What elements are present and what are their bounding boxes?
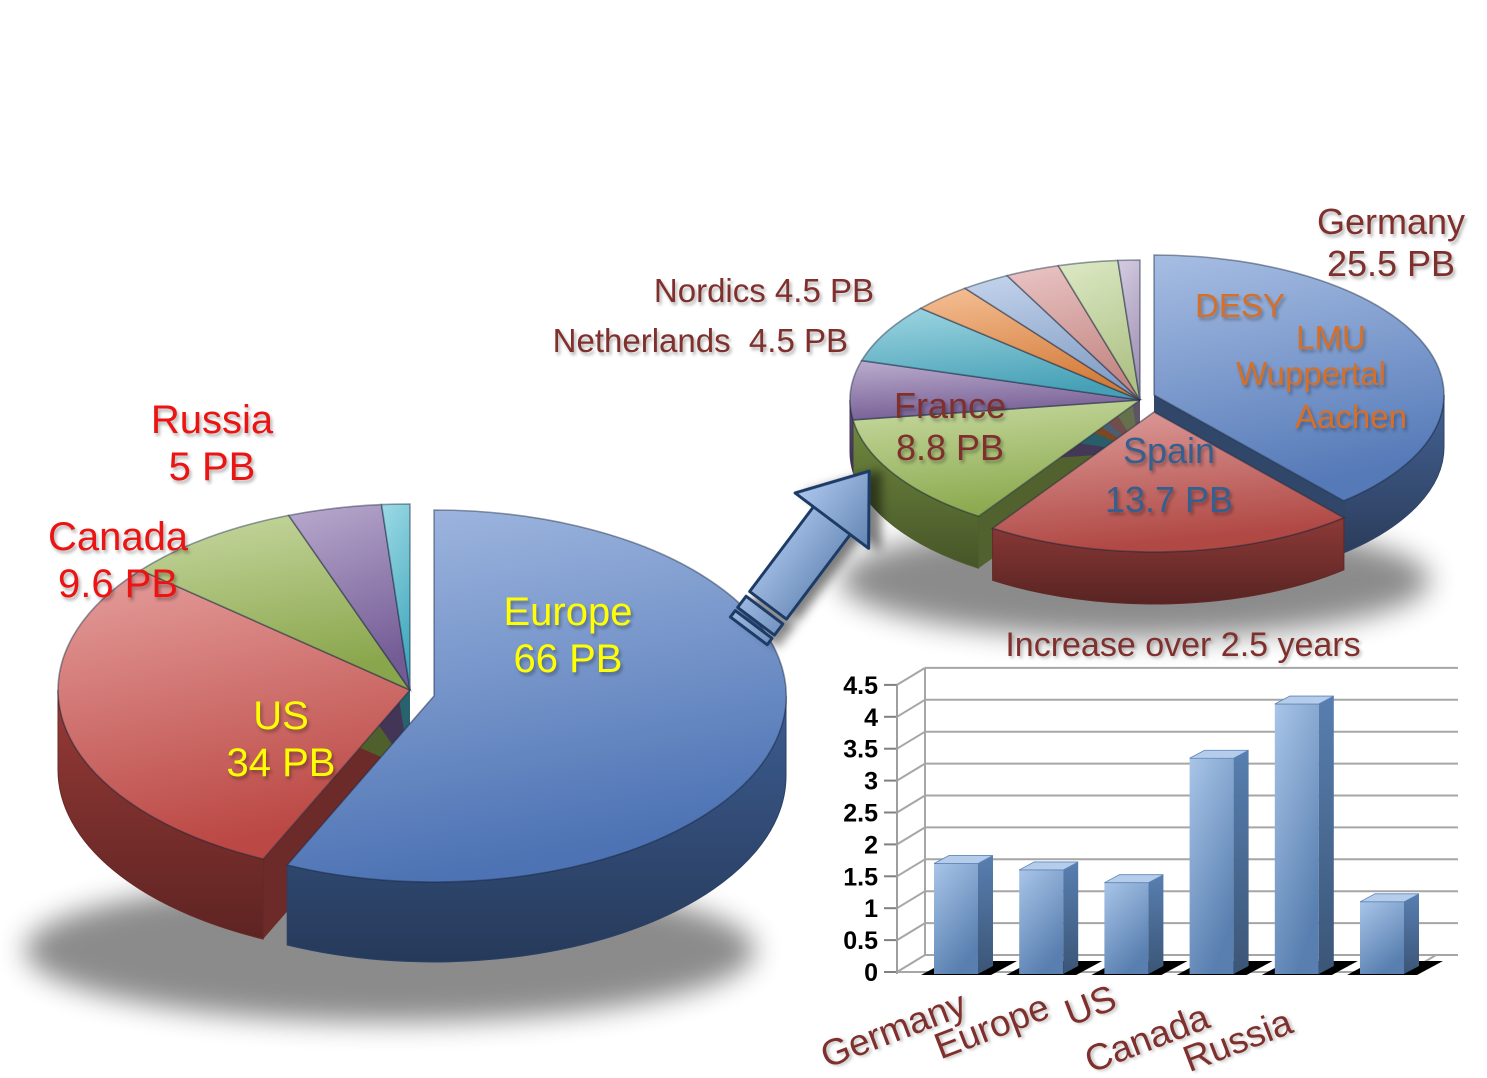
pie-slice-us bbox=[57, 569, 412, 860]
label-us-value: 34 PB bbox=[226, 741, 336, 786]
bar-side-canada bbox=[1233, 750, 1249, 974]
label-france: France 8.8 PB bbox=[800, 385, 1100, 470]
pie-chart-europe bbox=[840, 254, 1445, 638]
bar-front-germany bbox=[934, 863, 978, 974]
label-site-aachen: Aachen bbox=[1295, 398, 1407, 435]
pie-slice-netherlands bbox=[849, 359, 1141, 421]
y-tick-label: 2.5 bbox=[843, 800, 878, 828]
bar-top-russia bbox=[1274, 695, 1334, 705]
label-russia-value: 5 PB bbox=[168, 445, 256, 490]
bar-front-europe bbox=[1019, 869, 1064, 974]
pie-slice-canada bbox=[139, 514, 413, 692]
bar-top-us bbox=[1104, 874, 1164, 884]
label-site-wuppertal: Wuppertal bbox=[1236, 355, 1386, 392]
pie-slice-europe bbox=[285, 509, 787, 883]
y-tick-label: 0 bbox=[864, 959, 878, 987]
bar-top-bar-6 bbox=[1359, 893, 1420, 903]
label-spain-value: 13.7 PB bbox=[1104, 478, 1234, 520]
label-france-value: 8.8 PB bbox=[895, 427, 1005, 469]
label-site-desy: DESY bbox=[1195, 287, 1285, 324]
label-europe-value: 66 PB bbox=[513, 637, 623, 682]
pie-slice-france bbox=[851, 399, 1143, 518]
y-tick-label: 1 bbox=[864, 895, 878, 923]
y-tick-label: 3.5 bbox=[843, 736, 878, 764]
arrow-stripe-1 bbox=[728, 609, 774, 647]
bar-front-us bbox=[1104, 882, 1149, 974]
pie-chart-global bbox=[25, 503, 787, 1022]
bar-side-russia bbox=[1318, 696, 1334, 974]
label-russia-name: Russia bbox=[150, 398, 274, 442]
y-tick-label: 3 bbox=[864, 768, 878, 796]
bar-front-canada bbox=[1189, 758, 1234, 974]
arrow-head bbox=[793, 469, 871, 550]
arrow-shape bbox=[728, 469, 871, 647]
bar-side-germany bbox=[978, 855, 993, 974]
label-france-name: France bbox=[893, 385, 1007, 426]
label-russia: Russia 5 PB bbox=[62, 397, 362, 491]
arrow-connector bbox=[728, 469, 871, 647]
pie-slice-nordics bbox=[860, 307, 1141, 401]
label-canada-name: Canada bbox=[47, 515, 189, 559]
bar-top-europe bbox=[1019, 861, 1079, 871]
label-spain-name: Spain bbox=[1122, 430, 1216, 471]
bar-front-bar-6 bbox=[1360, 901, 1404, 974]
pie-slice-other-4 bbox=[1056, 259, 1141, 401]
bar-chart-title: Increase over 2.5 years bbox=[1005, 626, 1361, 664]
pie-slice-other bbox=[380, 503, 411, 691]
label-canada: Canada 9.6 PB bbox=[0, 514, 268, 608]
label-us-name: US bbox=[253, 694, 309, 738]
y-tick-label: 2 bbox=[864, 831, 878, 859]
label-us: US 34 PB bbox=[131, 693, 431, 787]
pie-slice-other-1 bbox=[918, 287, 1141, 401]
label-europe: Europe 66 PB bbox=[418, 589, 718, 683]
label-spain: Spain 13.7 PB bbox=[1019, 427, 1319, 524]
arrow-stripe-2 bbox=[736, 594, 785, 637]
label-site-lmu: LMU bbox=[1296, 319, 1366, 356]
pie-slice-other-5 bbox=[1116, 259, 1141, 401]
label-nordics: Nordics 4.5 PB bbox=[653, 272, 874, 309]
bars bbox=[921, 695, 1443, 975]
bar-side-us bbox=[1148, 874, 1164, 974]
y-tick-label: 1.5 bbox=[843, 863, 878, 891]
pie-slice-russia bbox=[287, 503, 411, 691]
pie-slice-spain bbox=[990, 411, 1346, 553]
pie-slice-other-2 bbox=[963, 274, 1141, 401]
bar-side-europe bbox=[1063, 861, 1079, 974]
label-canada-value: 9.6 PB bbox=[57, 562, 179, 607]
bar-chart-increase: 0 0.5 1 1.5 2 2.5 3 3.5 4 4.5 bbox=[843, 666, 1458, 987]
bar-side-bar-6 bbox=[1404, 893, 1419, 974]
label-netherlands: Netherlands 4.5 PB bbox=[552, 322, 848, 359]
pie-slice-other-3 bbox=[1005, 264, 1141, 401]
label-europe-name: Europe bbox=[503, 590, 633, 634]
y-tick-label: 4 bbox=[864, 704, 878, 732]
bar-top-canada bbox=[1189, 749, 1249, 759]
y-tick-label: 0.5 bbox=[843, 927, 878, 955]
y-tick-label: 4.5 bbox=[843, 672, 878, 700]
label-germany: Germany 25.5 PB bbox=[1241, 201, 1487, 286]
bar-front-russia bbox=[1274, 704, 1319, 974]
bar-top-germany bbox=[933, 855, 994, 864]
label-germany-value: 25.5 PB bbox=[1326, 243, 1456, 285]
pie-slice-germany bbox=[1153, 254, 1445, 502]
label-germany-name: Germany bbox=[1316, 201, 1466, 242]
